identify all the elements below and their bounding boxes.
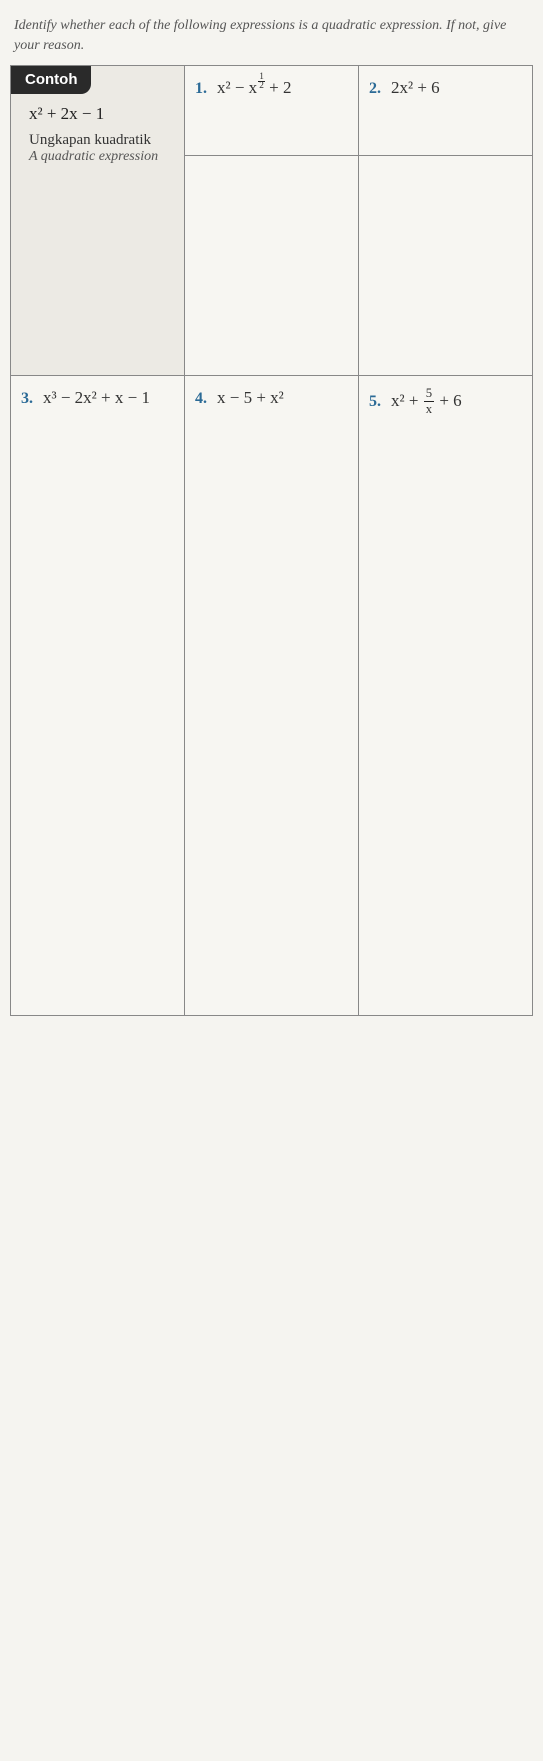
q1-expression: x² − x12 + 2: [217, 78, 291, 97]
q4-number: 4.: [195, 390, 207, 407]
q3-number: 3.: [21, 390, 33, 407]
q1-number: 1.: [195, 80, 207, 97]
q2-expression: 2x² + 6: [391, 78, 440, 97]
q3-cell: 3. x³ − 2x² + x − 1: [11, 376, 185, 1016]
example-expression: x² + 2x − 1: [11, 104, 184, 124]
q4-cell: 4. x − 5 + x²: [185, 376, 359, 1016]
example-cell: Contoh x² + 2x − 1 Ungkapan kuadratik A …: [11, 66, 185, 376]
worksheet-table: Contoh x² + 2x − 1 Ungkapan kuadratik A …: [10, 65, 533, 1016]
q5-number: 5.: [369, 393, 381, 410]
q5-cell: 5. x² + 5x + 6: [359, 376, 533, 1016]
q3-expression: x³ − 2x² + x − 1: [43, 388, 150, 407]
q4-expression: x − 5 + x²: [217, 388, 284, 407]
contoh-badge: Contoh: [11, 66, 91, 94]
q2-cell: 2. 2x² + 6: [359, 66, 533, 156]
q1-cell: 1. x² − x12 + 2: [185, 66, 359, 156]
q2-number: 2.: [369, 80, 381, 97]
q2-answer-cell: [359, 156, 533, 376]
q5-expression: x² + 5x + 6: [391, 391, 462, 410]
instruction-text: Identify whether each of the following e…: [10, 10, 533, 65]
q1-answer-cell: [185, 156, 359, 376]
example-label: Ungkapan kuadratik A quadratic expressio…: [11, 132, 184, 165]
